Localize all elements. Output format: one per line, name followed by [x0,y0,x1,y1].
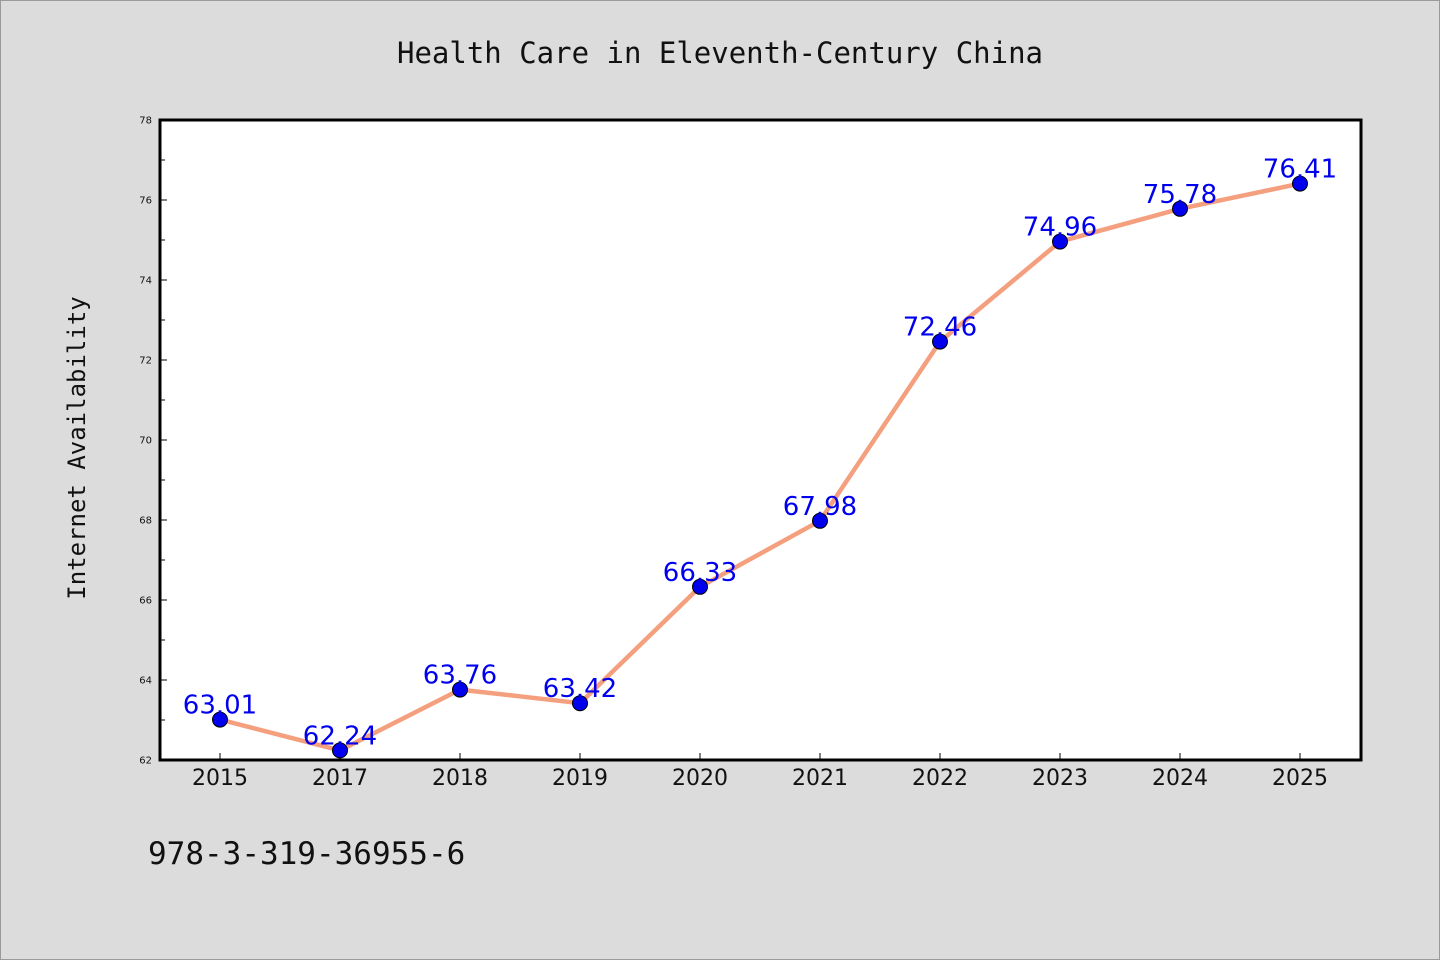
data-label: 75.78 [1143,180,1217,210]
series-layer: 63.01 62.24 63.76 63.42 66.33 67.98 72.46 74.96… [183,155,1337,759]
x-axis: 2015 2017 2018 2019 2020 2021 2022 2023 2024 2025 [192,753,1328,791]
data-label: 62.24 [303,721,377,751]
isbn-text: 978-3-319-36955-6 [148,836,465,872]
x-tick-label: 2018 [432,766,488,791]
x-tick-label: 2015 [192,766,248,791]
x-tick-label: 2021 [792,766,848,791]
data-point [452,681,468,698]
data-point [572,695,588,712]
y-tick-label: 66 [139,596,152,607]
data-label: 72.46 [903,313,977,343]
y-tick-label: 68 [139,516,152,527]
data-label: 67.98 [783,492,857,522]
y-tick-label: 74 [139,276,152,287]
series-line [217,181,1303,753]
data-point [1172,200,1188,217]
data-label: 66.33 [663,558,737,588]
x-tick-label: 2020 [672,766,728,791]
data-label: 63.76 [423,661,497,691]
plot-border [158,118,1363,762]
x-tick-label: 2022 [912,766,968,791]
y-tick-label: 64 [139,676,152,687]
data-point [332,742,348,759]
x-tick-label: 2024 [1152,766,1208,791]
x-tick-label: 2019 [552,766,608,791]
y-tick-label: 78 [139,116,152,127]
x-tick-label: 2023 [1032,766,1088,791]
data-label: 76.41 [1263,155,1337,185]
x-tick-label: 2025 [1272,766,1328,791]
y-tick-label: 70 [139,436,152,447]
x-tick-label: 2017 [312,766,368,791]
data-point [812,512,828,529]
y-tick-label: 62 [139,756,152,767]
data-point [932,333,948,350]
y-tick-label: 76 [139,196,152,207]
data-point [212,711,228,728]
data-label: 63.42 [543,674,617,704]
data-label: 63.01 [183,691,257,721]
data-label: 74.96 [1023,213,1097,243]
data-point [1292,175,1308,192]
y-tick-label: 72 [139,356,152,367]
data-point [1052,233,1068,250]
data-point [692,578,708,595]
chart-title: Health Care in Eleventh-Century China [397,36,1043,70]
y-axis-label: Internet Availability [63,296,91,599]
plot-area [160,120,1361,760]
